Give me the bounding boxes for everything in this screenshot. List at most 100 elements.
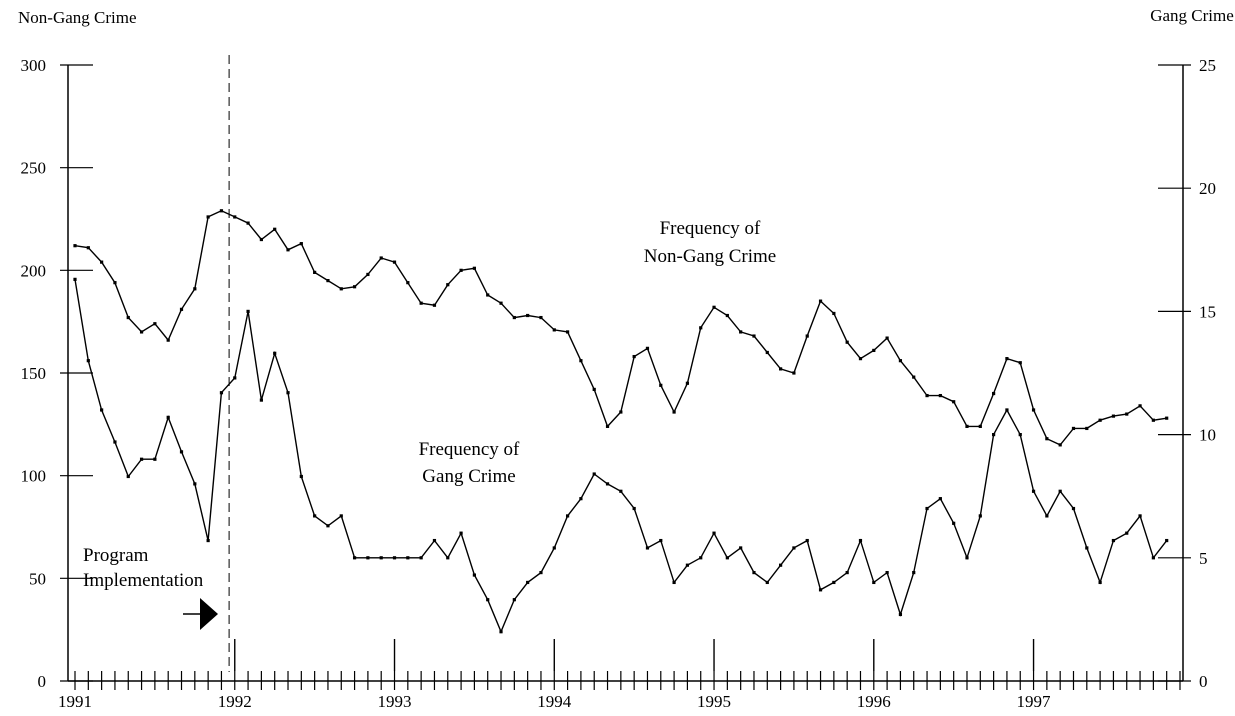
non-gang-crime-point [1138, 404, 1142, 408]
non-gang-crime-point [1058, 443, 1062, 447]
non-gang-crime-point [592, 387, 596, 392]
non-gang-crime-point [286, 248, 290, 252]
left-axis-title: Non-Gang Crime [18, 8, 137, 27]
gang-crime-point [712, 531, 716, 535]
non-gang-crime-point [1071, 426, 1076, 431]
non-gang-crime-point [73, 244, 77, 248]
non-gang-crime-point [153, 322, 157, 326]
non-gang-crime-point [273, 227, 277, 231]
non-gang-crime-point [739, 330, 743, 334]
non-gang-crime-point [1045, 437, 1049, 441]
non-gang-crime-point [992, 391, 996, 396]
series-group [73, 209, 1169, 634]
gang-crime-point [1151, 556, 1155, 560]
gang-crime-point [246, 309, 250, 313]
gang-crime-point [645, 546, 650, 550]
gang-crime-point [1138, 514, 1142, 518]
left-axis-tick-label: 150 [21, 364, 47, 383]
non-gang-crime-point [1085, 426, 1089, 431]
non-gang-crime-point [672, 410, 676, 414]
gang-crime-point [366, 556, 370, 560]
non-gang-crime-point [512, 315, 516, 320]
left-axis-tick-label: 0 [38, 672, 47, 691]
gang-crime-point [858, 538, 863, 543]
non-gang-crime-point [1151, 418, 1155, 422]
non-gang-crime-point [499, 301, 503, 305]
gang-crime-point [832, 580, 836, 585]
x-axis-year-label: 1996 [857, 692, 891, 711]
non-gang-crime-point [792, 371, 796, 375]
non-gang-crime-point [139, 330, 144, 334]
x-axis-year-label: 1995 [697, 692, 731, 711]
gang-crime-point [965, 556, 969, 560]
non-gang-crime-point [1018, 361, 1022, 365]
gang-crime-point [259, 398, 263, 402]
right-axis-tick-label: 10 [1199, 426, 1216, 445]
non-gang-crime-point [685, 381, 690, 385]
right-axis-tick-label: 15 [1199, 302, 1216, 321]
gang-crime-point [898, 612, 903, 617]
left-axis-tick-label: 250 [21, 159, 47, 178]
non-gang-crime-point [352, 285, 357, 289]
non-gang-crime-point [246, 221, 250, 225]
non-gang-crime-point [472, 266, 476, 270]
non-gang-crime-point [885, 336, 889, 340]
non-gang-crime-point [86, 246, 90, 250]
gang-crime-point [100, 408, 104, 412]
left-axis-tick-label: 50 [29, 569, 46, 588]
gang-crime-point [818, 588, 823, 592]
gang-crime-point [565, 514, 570, 518]
labels-group: Non-Gang Crime Gang Crime0501001502002503… [18, 6, 1234, 711]
gang-crime-point [805, 538, 809, 543]
non-gang-crime-point [779, 367, 783, 371]
gang-crime-point [459, 531, 463, 535]
gang-crime-point [352, 556, 357, 560]
gang-series-label: Frequency of [419, 439, 520, 460]
gang-crime-point [153, 457, 157, 461]
gang-crime-point [978, 514, 982, 518]
gang-crime-point [166, 415, 170, 419]
left-axis-tick-label: 300 [21, 56, 47, 75]
non-gang-crime-point [725, 313, 729, 318]
non-gang-crime-point [912, 375, 916, 379]
x-axis-year-label: 1991 [58, 692, 92, 711]
non-gang-crime-point [219, 209, 224, 213]
right-axis-tick-label: 25 [1199, 56, 1216, 75]
gang-crime-point [126, 474, 130, 479]
annotation-label: Implementation [83, 570, 204, 591]
gang-crime-point [406, 556, 410, 560]
gang-crime-point [313, 514, 317, 518]
gang-crime-point [659, 538, 663, 543]
non-gang-crime-point [925, 393, 929, 398]
gang-crime-point [1045, 514, 1049, 518]
non-gang-crime-point [326, 279, 330, 283]
gang-crime-point [885, 570, 889, 575]
non-gang-crime-point [965, 424, 969, 428]
x-axis-year-label: 1994 [537, 692, 572, 711]
gang-crime-point [992, 433, 996, 437]
gang-crime-point [1005, 408, 1009, 412]
gang-crime-point [273, 351, 277, 355]
non-gang-crime-point [565, 330, 570, 334]
axes [60, 55, 1191, 690]
gang-crime-point [299, 474, 303, 479]
non-gang-crime-point [898, 359, 903, 363]
non-gang-crime-point [579, 359, 583, 363]
gang-crime-point [685, 563, 690, 567]
gang-crime-point [446, 556, 450, 560]
non-gang-series-label: Frequency of [660, 218, 761, 239]
non-gang-crime-point [978, 424, 982, 428]
gang-crime-point [845, 570, 849, 575]
gang-crime-point [113, 440, 117, 444]
non-gang-crime-point [113, 281, 117, 285]
gang-crime-point [233, 376, 237, 380]
x-axis-year-label: 1992 [218, 692, 252, 711]
gang-crime-point [139, 457, 144, 461]
gang-crime-point [286, 391, 290, 395]
non-gang-crime-point [126, 315, 130, 320]
non-gang-crime-point [206, 215, 210, 219]
gang-crime-point [792, 546, 796, 550]
non-gang-crime-point [632, 354, 636, 359]
gang-crime-point [752, 570, 756, 575]
